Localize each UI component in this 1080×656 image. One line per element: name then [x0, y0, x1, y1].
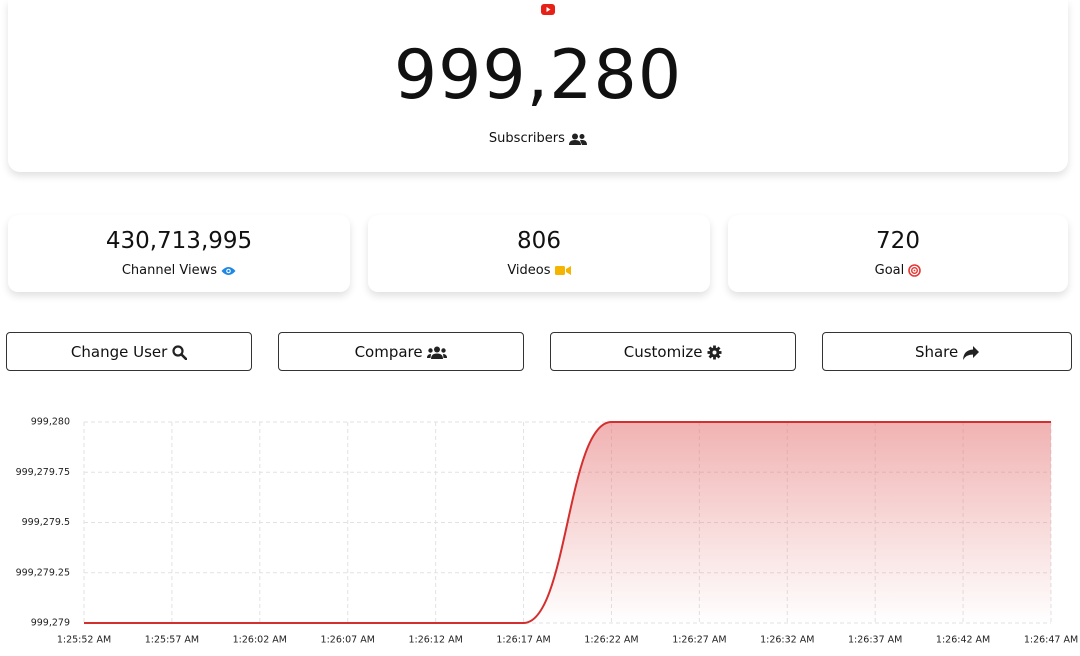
label-text: Goal	[874, 263, 905, 278]
youtube-icon	[541, 4, 555, 15]
x-tick-label: 1:26:02 AM	[233, 635, 287, 646]
stat-card: 720 Goal	[728, 215, 1068, 292]
x-tick-label: 1:26:17 AM	[496, 635, 550, 646]
compare-button[interactable]: Compare	[278, 332, 524, 371]
subscriber-count: 999,280	[393, 36, 683, 115]
search-icon	[172, 345, 188, 361]
x-tick-label: 1:26:47 AM	[1024, 635, 1078, 646]
change-user-button[interactable]: Change User	[6, 332, 252, 371]
eye-icon	[221, 266, 236, 275]
label-text: Channel Views	[121, 263, 217, 278]
x-tick-label: 1:26:07 AM	[321, 635, 375, 646]
users-icon	[569, 133, 588, 145]
stat-card: 806 Videos	[368, 215, 710, 292]
button-text: Change User	[70, 343, 168, 361]
y-tick-label: 999,279.75	[16, 467, 70, 478]
stat-label: Goal	[728, 263, 1068, 278]
button-text: Compare	[354, 343, 423, 361]
stat-card: 430,713,995 Channel Views	[8, 215, 350, 292]
line	[83, 421, 1051, 624]
users-icon	[427, 346, 448, 359]
subscriber-label: Subscribers	[8, 131, 1068, 146]
stat-label: Videos	[368, 263, 710, 278]
video-icon	[554, 266, 571, 275]
y-tick-label: 999,280	[31, 417, 70, 428]
y-tick-label: 999,279	[31, 618, 70, 629]
button-text: Customize	[623, 343, 703, 361]
stat-label: Channel Views	[8, 263, 350, 278]
share-icon	[963, 345, 980, 360]
share-button[interactable]: Share	[822, 332, 1072, 371]
button-text: Share	[914, 343, 959, 361]
label-text: Subscribers	[488, 131, 565, 146]
customize-button[interactable]: Customize	[550, 332, 796, 371]
x-tick-label: 1:25:52 AM	[57, 635, 111, 646]
y-tick-label: 999,279.5	[22, 517, 70, 528]
target-icon	[908, 264, 922, 277]
x-tick-label: 1:26:37 AM	[848, 635, 902, 646]
x-tick-label: 1:26:42 AM	[936, 635, 990, 646]
stat-value: 806	[517, 228, 561, 254]
stat-value: 430,713,995	[105, 228, 253, 254]
chart: 999,279 999,279.25 999,279.5 999,279.75 999,…	[16, 417, 1079, 646]
x-tick-label: 1:26:32 AM	[760, 635, 814, 646]
subscriber-card: 999,280 Subscribers	[8, 0, 1068, 172]
label-text: Videos	[507, 263, 551, 278]
x-tick-label: 1:26:27 AM	[672, 635, 726, 646]
y-tick-label: 999,279.25	[16, 567, 70, 578]
gear-icon	[707, 345, 722, 360]
x-tick-label: 1:26:12 AM	[408, 635, 462, 646]
x-tick-label: 1:26:22 AM	[584, 635, 638, 646]
stat-value: 720	[876, 228, 920, 254]
x-tick-label: 1:25:57 AM	[145, 635, 199, 646]
